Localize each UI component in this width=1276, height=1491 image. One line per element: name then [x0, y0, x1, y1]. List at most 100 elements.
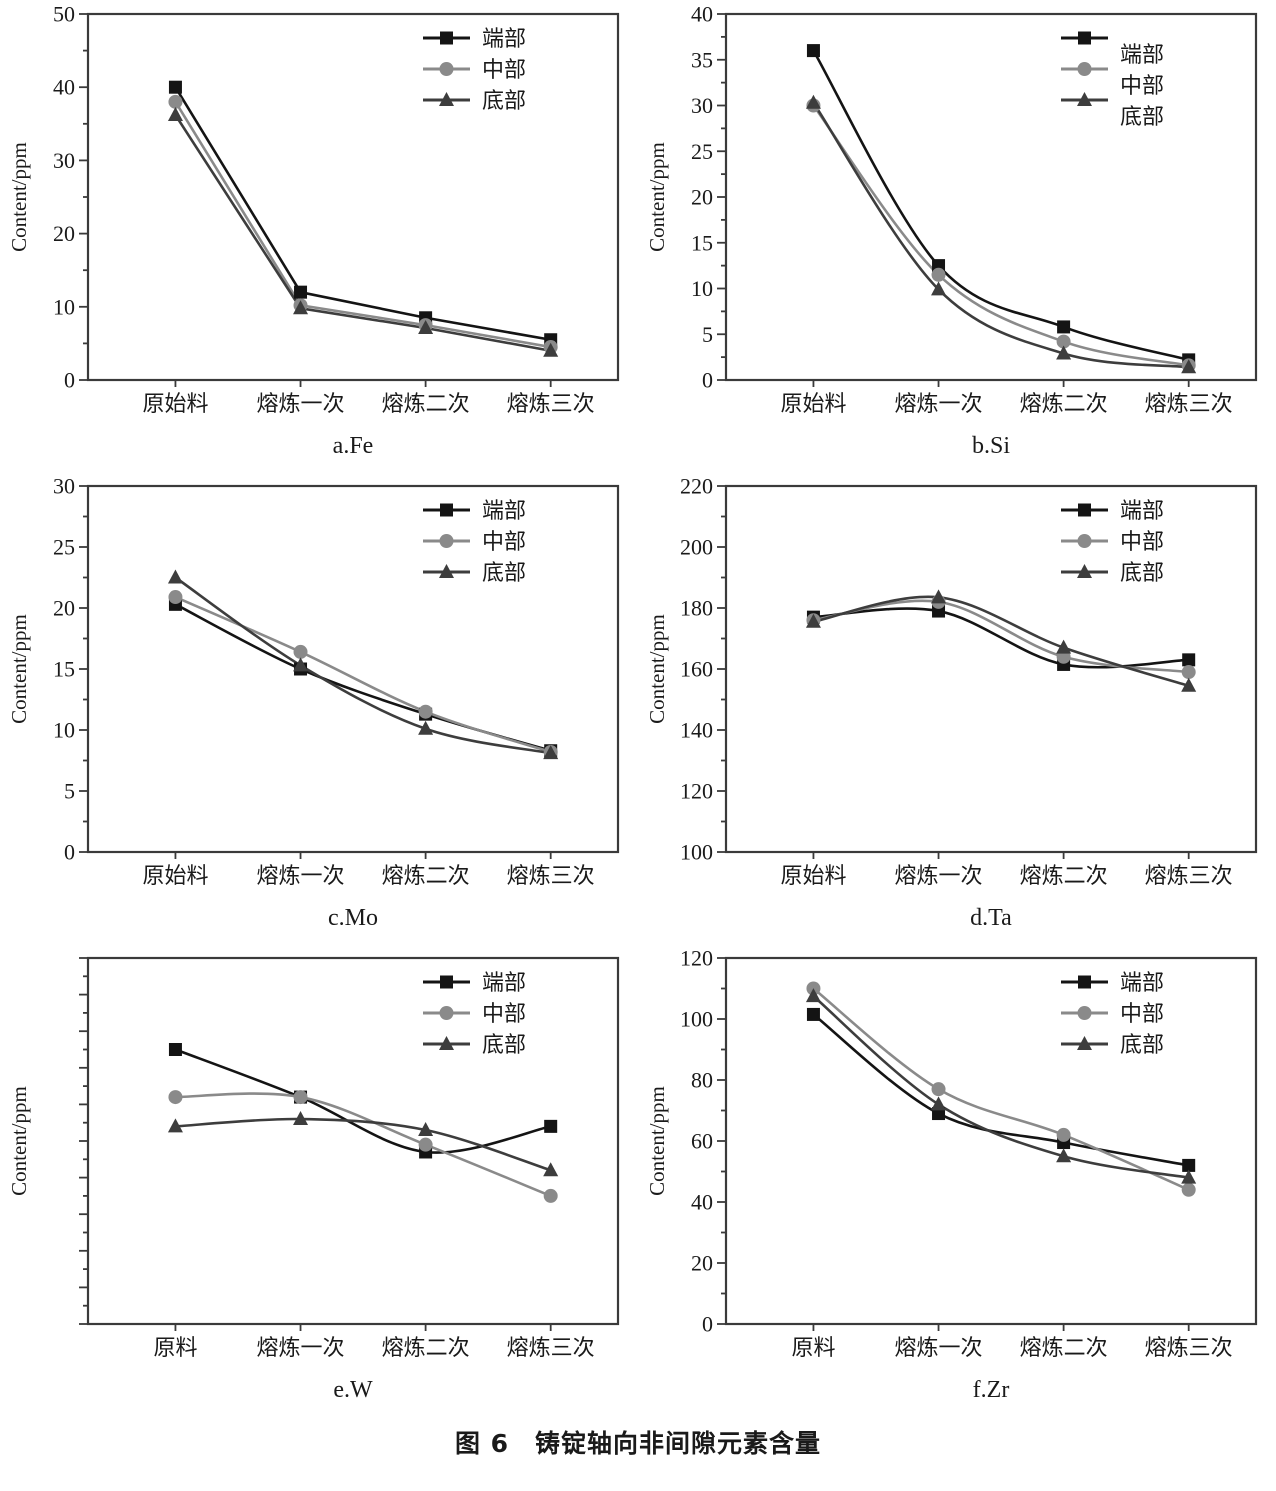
series-line-circle [812, 104, 1189, 367]
y-tick-label: 20 [53, 596, 75, 621]
data-point-triangle [805, 94, 821, 109]
series-line-circle [174, 595, 552, 754]
y-tick-label: 25 [53, 535, 75, 560]
chart-f-zr: 0 20 40 60 80 100 120 原料 熔炼一次 熔炼二次 熔炼三次 Content/ppm… [645, 946, 1258, 1403]
data-point-triangle [167, 107, 183, 122]
y-tick-label: 30 [53, 474, 75, 499]
data-point-circle [1181, 1182, 1196, 1197]
y-tick-label: 40 [53, 75, 75, 100]
data-point-square [806, 1007, 820, 1021]
figure-caption: 图 6 铸锭轴向非间隙元素含量 [454, 1429, 822, 1458]
legend-label: 中部 [1120, 1002, 1164, 1027]
legend-marker-triangle [439, 1036, 454, 1050]
data-point-circle [1181, 665, 1196, 680]
y-tick-label: 0 [64, 368, 75, 393]
data-point-circle [168, 1090, 183, 1105]
series-line-circle [175, 1092, 552, 1198]
legend-label: 端部 [482, 27, 526, 52]
data-point-triangle [1056, 639, 1072, 654]
series-line-square [174, 603, 552, 752]
series-line-square [174, 1048, 551, 1154]
legend-label: 底部 [1120, 1033, 1164, 1058]
legend-label: 端部 [482, 971, 526, 996]
legend-label: 底部 [482, 89, 526, 114]
legend-marker-triangle [1077, 92, 1092, 106]
data-point-triangle [293, 300, 309, 315]
legend-label: 端部 [1120, 499, 1164, 524]
y-axis-label: Content/ppm [645, 614, 669, 724]
data-point-triangle [931, 281, 947, 296]
data-point-triangle [543, 1162, 559, 1177]
data-point-triangle [167, 569, 183, 584]
x-category-label: 熔炼三次 [507, 1336, 595, 1361]
series-line-triangle [812, 995, 1189, 1179]
data-point-triangle [1056, 1148, 1072, 1163]
subplot-label: d.Ta [970, 905, 1012, 931]
data-point-triangle [805, 613, 821, 628]
series-line-square [813, 607, 1189, 669]
series-line-square [812, 49, 1190, 362]
y-tick-label: 120 [680, 946, 713, 971]
chart-cell: 100 120 140 160 180 200 220 原始料 熔炼一次 熔炼二次 熔炼三次 Cont… [638, 472, 1276, 944]
legend-marker-square [1078, 975, 1091, 989]
data-point-triangle [293, 1111, 309, 1126]
chart-cell: 0 10 20 30 40 50 原始料 熔炼一次 熔炼二次 熔炼三次 Content/ppm 端部中… [0, 0, 638, 472]
x-category-label: 原料 [791, 1336, 835, 1361]
data-point-circle [931, 267, 946, 282]
y-axis-label: Content/ppm [7, 614, 31, 724]
data-point-triangle [1056, 345, 1072, 360]
y-tick-label: 140 [680, 718, 713, 743]
legend-label: 中部 [482, 1002, 526, 1027]
plot-border [86, 484, 620, 854]
series-line-triangle [174, 114, 551, 352]
series-line-triangle [175, 1117, 552, 1172]
y-tick-label: 10 [691, 276, 713, 301]
plot-border [724, 956, 1258, 1326]
subplot-label: f.Zr [973, 1377, 1010, 1403]
y-tick-label: 0 [64, 840, 75, 865]
plot-border [724, 12, 1258, 382]
data-point-square [1182, 1158, 1196, 1172]
chart-a-fe: 0 10 20 30 40 50 原始料 熔炼一次 熔炼二次 熔炼三次 Content/ppm 端部中… [7, 2, 620, 459]
data-point-square [1182, 653, 1196, 667]
data-point-circle [418, 704, 433, 719]
y-tick-label: 180 [680, 596, 713, 621]
legend-marker-triangle [439, 564, 454, 578]
data-point-triangle [1181, 359, 1197, 374]
x-category-label: 原始料 [142, 392, 208, 417]
x-category-label: 原料 [153, 1336, 197, 1361]
legend-marker-square [440, 975, 453, 989]
series-line-triangle [813, 595, 1190, 688]
data-point-triangle [418, 720, 434, 735]
y-tick-label: 120 [680, 779, 713, 804]
x-category-label: 熔炼二次 [382, 1336, 470, 1361]
y-tick-label: 15 [53, 657, 75, 682]
x-category-label: 熔炼一次 [257, 864, 345, 889]
data-point-triangle [805, 988, 821, 1003]
y-tick-label: 35 [691, 47, 713, 72]
y-tick-label: 80 [691, 1068, 713, 1093]
legend-label: 端部 [1120, 971, 1164, 996]
y-tick-label: 220 [680, 474, 713, 499]
y-tick-label: 50 [53, 2, 75, 27]
data-point-triangle [543, 342, 559, 357]
x-category-label: 熔炼一次 [895, 392, 983, 417]
data-point-square [168, 80, 182, 94]
plot-border [86, 956, 620, 1326]
series-line-square [174, 86, 551, 342]
legend-marker-square [440, 31, 453, 45]
chart-b-si: 0 5 10 15 20 25 30 35 40 原始料 熔炼一次 熔炼二次 熔炼三次 Content/p… [645, 2, 1258, 459]
legend-marker-circle [439, 534, 454, 548]
y-tick-label: 100 [680, 1007, 713, 1032]
x-category-label: 熔炼二次 [382, 864, 470, 889]
legend-label: 端部 [482, 499, 526, 524]
data-point-square [294, 285, 308, 299]
data-point-square [806, 44, 820, 58]
x-category-label: 熔炼一次 [895, 1336, 983, 1361]
x-category-label: 熔炼三次 [507, 392, 595, 417]
legend-label: 中部 [1120, 530, 1164, 555]
legend-label: 端部 [1120, 43, 1164, 68]
legend-marker-triangle [1077, 564, 1092, 578]
y-tick-label: 160 [680, 657, 713, 682]
